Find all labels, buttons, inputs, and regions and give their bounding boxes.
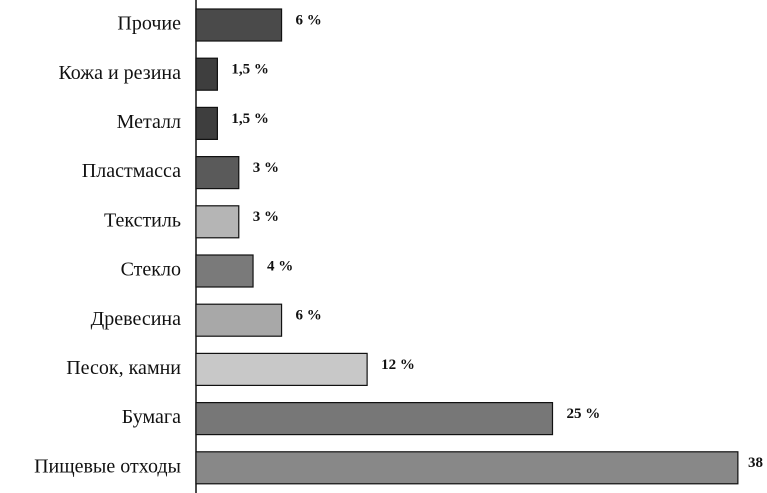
bar — [195, 451, 739, 485]
value-label: 3 % — [253, 209, 279, 225]
category-label: Пищевые отходы — [34, 455, 181, 477]
category-label: Прочие — [117, 13, 181, 35]
bar — [195, 205, 240, 239]
value-label: 3 % — [253, 160, 279, 176]
bar — [195, 303, 283, 337]
value-label: 12 % — [381, 357, 415, 373]
category-label: Стекло — [121, 259, 181, 281]
value-label: 25 % — [567, 406, 601, 422]
bar — [195, 352, 368, 386]
category-label: Текстиль — [104, 209, 181, 231]
value-label: 1,5 % — [231, 62, 269, 78]
value-label: 6 % — [296, 308, 322, 324]
value-label: 1,5 % — [231, 111, 269, 127]
bar — [195, 402, 554, 436]
category-label: Бумага — [122, 406, 181, 428]
category-label: Древесина — [91, 308, 182, 330]
bar — [195, 156, 240, 190]
value-label: 6 % — [296, 12, 322, 28]
bar — [195, 254, 254, 288]
value-label: 4 % — [267, 258, 293, 274]
category-label: Кожа и резина — [58, 62, 181, 84]
value-label: 38 — [748, 455, 763, 471]
category-label: Песок, камни — [66, 357, 181, 379]
bar — [195, 8, 283, 42]
bar — [195, 106, 218, 141]
category-label: Пластмасса — [82, 160, 181, 182]
category-label: Металл — [117, 111, 181, 133]
bar — [195, 57, 218, 91]
